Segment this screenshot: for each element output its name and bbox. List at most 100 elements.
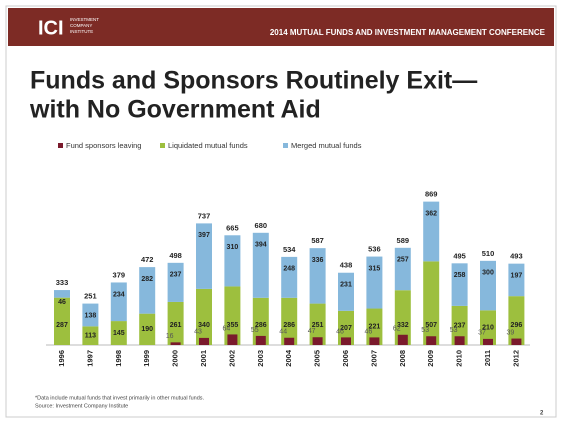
legend-label: Merged mutual funds [291, 141, 362, 150]
bar-segment [511, 338, 522, 345]
value-label: 145 [113, 330, 125, 337]
title: Funds and Sponsors Routinely Exit— [30, 67, 477, 95]
bar-segment [54, 297, 70, 345]
page-number: 2 [540, 411, 544, 417]
value-label: 190 [141, 326, 153, 333]
bar-segment [451, 263, 468, 306]
value-label: 336 [312, 257, 324, 264]
total-label: 589 [397, 236, 410, 245]
value-label: 258 [454, 272, 466, 279]
logo-sub: COMPANY [70, 23, 92, 28]
total-label: 493 [510, 252, 523, 261]
value-label: 210 [482, 325, 494, 332]
value-label: 237 [170, 272, 182, 279]
total-label: 680 [255, 221, 268, 230]
value-label: 44 [279, 329, 287, 336]
value-label: 53 [421, 327, 429, 334]
value-label: 286 [283, 322, 295, 329]
bar-segment [167, 301, 184, 345]
value-label: 310 [227, 244, 239, 251]
value-label: 300 [482, 270, 494, 277]
bar-segment [139, 267, 156, 314]
x-tick-label: 2008 [398, 350, 407, 367]
x-tick-label: 1996 [57, 350, 66, 367]
value-label: 248 [283, 266, 295, 273]
total-label: 665 [226, 223, 239, 232]
bar-segment [508, 296, 525, 345]
header-bar [8, 8, 554, 46]
bar-segment [196, 223, 212, 289]
bar-segment [483, 338, 493, 345]
total-label: 495 [453, 251, 466, 260]
value-label: 16 [166, 333, 174, 340]
source: Source: Investment Company Institute [35, 403, 128, 409]
value-label: 231 [340, 282, 352, 289]
total-label: 534 [283, 245, 296, 254]
value-label: 37 [478, 330, 486, 337]
total-label: 587 [311, 236, 324, 245]
value-label: 237 [454, 322, 466, 329]
bar-segment [454, 336, 465, 345]
bar-segment [167, 262, 184, 302]
bar-segment [480, 260, 496, 311]
x-tick-label: 2007 [369, 350, 378, 367]
x-tick-label: 2010 [455, 350, 464, 367]
logo: ICI [38, 17, 64, 39]
bar-segment [451, 305, 468, 345]
total-label: 333 [56, 278, 69, 287]
value-label: 257 [397, 257, 409, 264]
bar-segment [309, 248, 326, 304]
bar-segment [199, 337, 209, 345]
conference: 2014 MUTUAL FUNDS AND INVESTMENT MANAGEM… [270, 28, 546, 37]
bar-segment [312, 337, 323, 345]
value-label: 55 [251, 327, 259, 334]
bar-segment [397, 334, 408, 345]
bar-segment [82, 303, 99, 327]
value-label: 43 [194, 329, 202, 336]
legend-label: Liquidated mutual funds [168, 141, 248, 150]
value-label: 355 [227, 322, 239, 329]
x-tick-label: 2000 [171, 350, 180, 367]
bar-segment [480, 310, 496, 345]
x-tick-label: 2004 [284, 349, 293, 367]
bar-segment [341, 337, 351, 345]
value-label: 46 [58, 299, 66, 306]
value-label: 47 [308, 328, 316, 335]
bar-segment [338, 310, 354, 345]
x-tick-label: 1997 [85, 350, 94, 367]
bar-segment [110, 321, 127, 345]
total-label: 536 [368, 245, 381, 254]
bar-segment [309, 303, 326, 345]
value-label: 397 [198, 232, 210, 239]
x-tick-label: 2005 [313, 350, 322, 367]
total-label: 472 [141, 255, 154, 264]
bar-segment [255, 335, 266, 345]
bar-segment [366, 308, 383, 345]
total-label: 251 [84, 292, 97, 301]
x-tick-label: 2009 [426, 350, 435, 367]
value-label: 315 [369, 265, 381, 272]
bar-segment [82, 326, 99, 345]
bar-segment [281, 256, 298, 298]
logo-sub: INVESTMENT [70, 17, 99, 22]
value-label: 296 [511, 322, 523, 329]
bar-segment [423, 201, 440, 262]
logo-sub: INSTITUTE [70, 29, 93, 34]
value-label: 394 [255, 242, 267, 249]
value-label: 207 [340, 325, 352, 332]
bar-segment [423, 261, 440, 345]
value-label: 221 [369, 324, 381, 331]
total-label: 438 [340, 261, 353, 270]
bar-segment [170, 342, 181, 345]
value-label: 64 [223, 325, 231, 332]
bar-segment [394, 247, 411, 291]
bar-segment [252, 232, 269, 298]
value-label: 340 [198, 322, 210, 329]
value-label: 507 [425, 322, 437, 329]
bar-segment [54, 290, 70, 298]
value-label: 362 [425, 210, 437, 217]
legend-label: Fund sponsors leaving [66, 141, 141, 150]
bar-segment [196, 288, 212, 345]
bar-segment [284, 337, 295, 345]
